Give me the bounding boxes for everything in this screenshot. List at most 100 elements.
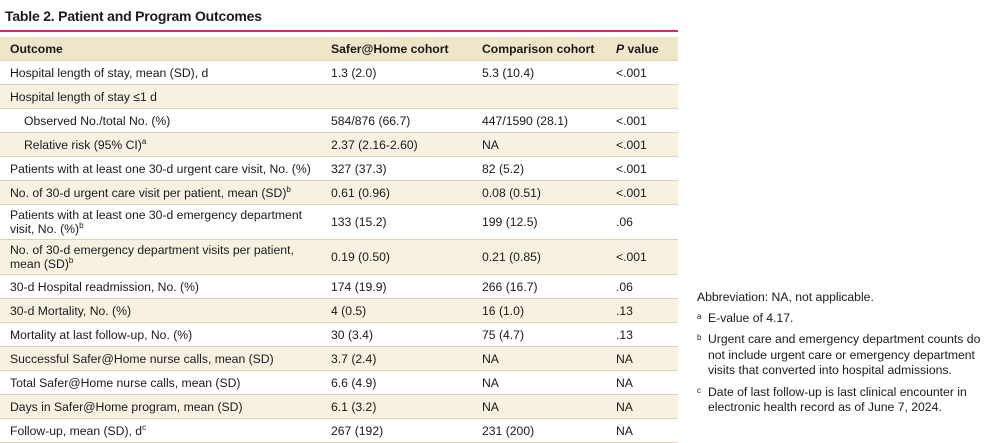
comparison-cell: 0.08 (0.51) [477, 180, 616, 205]
comparison-cell: NA [477, 132, 616, 157]
footnote-text: E-value of 4.17. [708, 310, 794, 325]
outcome-cell-text: Patients with at least one 30-d emergenc… [10, 208, 302, 236]
outcomes-table: Outcome Safer@Home cohort Comparison coh… [0, 37, 678, 443]
p-value-cell: NA [616, 370, 678, 395]
p-value-cell: <.001 [616, 132, 678, 157]
comparison-cell: NA [477, 346, 616, 371]
p-value-cell-text: <.001 [616, 250, 647, 264]
outcome-cell-text: Patients with at least one 30-d urgent c… [10, 161, 311, 176]
outcome-cell: Hospital length of stay ≤1 d [0, 84, 326, 109]
comparison-cell-text: 447/1590 (28.1) [482, 113, 569, 128]
outcome-cell: Mortality at last follow-up, No. (%) [0, 322, 326, 347]
footnote-marker: c [142, 422, 147, 432]
header-comparison: Comparison cohort [477, 37, 616, 61]
safer-cell: 267 (192) [326, 418, 477, 443]
comparison-cell-text: 231 (200) [482, 423, 535, 438]
safer-cell-text: 6.1 (3.2) [331, 399, 377, 414]
table-row: Days in Safer@Home program, mean (SD) 6.1… [0, 394, 678, 419]
safer-cell-text: 267 (192) [331, 423, 384, 438]
footnote-mark: c [697, 385, 701, 395]
outcome-cell: No. of 30-d urgent care visit per patien… [0, 180, 326, 205]
safer-cell: 0.19 (0.50) [326, 239, 477, 275]
table-title: Table 2. Patient and Program Outcomes [5, 8, 262, 24]
comparison-cell-text: 16 (1.0) [482, 303, 525, 318]
safer-cell: 3.7 (2.4) [326, 346, 477, 371]
comparison-cell: NA [477, 370, 616, 395]
header-safer: Safer@Home cohort [326, 37, 477, 61]
p-value-cell: <.001 [616, 108, 678, 133]
p-value-cell-text: NA [616, 399, 633, 414]
p-value-cell: <.001 [616, 180, 678, 205]
outcome-cell-text: Hospital length of stay ≤1 d [10, 89, 157, 104]
outcome-cell: Patients with at least one 30-d emergenc… [0, 204, 326, 240]
outcome-cell: Relative risk (95% CI)a [0, 132, 326, 157]
safer-cell: 133 (15.2) [326, 204, 477, 240]
comparison-cell-text: 266 (16.7) [482, 279, 538, 294]
footnote-mark: b [697, 333, 702, 342]
table-row: Hospital length of stay ≤1 d [0, 84, 678, 109]
footnote-text: Urgent care and emergency department cou… [708, 332, 981, 377]
table-row: Observed No./total No. (%) 584/876 (66.7)… [0, 108, 678, 133]
p-value-cell-text: <.001 [616, 161, 647, 176]
outcome-cell-text: 30-d Mortality, No. (%) [10, 303, 131, 318]
comparison-cell: 199 (12.5) [477, 204, 616, 240]
comparison-cell: 0.21 (0.85) [477, 239, 616, 275]
outcome-cell-text: Mortality at last follow-up, No. (%) [10, 327, 193, 342]
p-value-cell-text: NA [616, 351, 633, 366]
comparison-cell [477, 84, 616, 109]
outcome-cell: Observed No./total No. (%) [0, 108, 326, 133]
table-row: Follow-up, mean (SD), dc 267 (192) 231 (20… [0, 418, 678, 443]
table-row: 30-d Mortality, No. (%) 4 (0.5) 16 (1.0) .1… [0, 298, 678, 323]
p-value-cell: .13 [616, 298, 678, 323]
p-value-cell: <.001 [616, 60, 678, 85]
outcome-cell-text: Relative risk (95% CI) [24, 137, 142, 152]
p-value-cell: <.001 [616, 239, 678, 275]
safer-cell-text: 584/876 (66.7) [331, 113, 411, 128]
outcome-cell: Hospital length of stay, mean (SD), d [0, 60, 326, 85]
p-value-cell-text: .06 [616, 215, 633, 229]
outcome-cell: Days in Safer@Home program, mean (SD) [0, 394, 326, 419]
comparison-cell: 75 (4.7) [477, 322, 616, 347]
table-row: 30-d Hospital readmission, No. (%) 174 (1… [0, 274, 678, 299]
safer-cell-text: 2.37 (2.16-2.60) [331, 137, 418, 152]
safer-cell: 4 (0.5) [326, 298, 477, 323]
comparison-cell-text: 0.08 (0.51) [482, 185, 541, 200]
table-row: No. of 30-d emergency department visits … [0, 239, 678, 275]
comparison-cell-text: NA [482, 399, 499, 414]
safer-cell-text: 0.61 (0.96) [331, 185, 390, 200]
safer-cell [326, 84, 477, 109]
comparison-cell-text: NA [482, 351, 499, 366]
comparison-cell-text: 82 (5.2) [482, 161, 525, 176]
footnote-abbreviation: Abbreviation: NA, not applicable. [697, 290, 874, 304]
footnote-marker: a [141, 136, 147, 146]
header-p-value: P value [616, 37, 678, 61]
safer-cell: 0.61 (0.96) [326, 180, 477, 205]
table-row: Successful Safer@Home nurse calls, mean … [0, 346, 678, 371]
outcome-cell: Successful Safer@Home nurse calls, mean … [0, 346, 326, 371]
safer-cell-text: 174 (19.9) [331, 279, 387, 294]
p-value-cell: NA [616, 346, 678, 371]
safer-cell: 30 (3.4) [326, 322, 477, 347]
header-row: Outcome Safer@Home cohort Comparison coh… [0, 37, 678, 61]
table-row: Relative risk (95% CI)a 2.37 (2.16-2.60) N… [0, 132, 678, 157]
table-row: Total Safer@Home nurse calls, mean (SD) 6… [0, 370, 678, 395]
safer-cell-text: 0.19 (0.50) [331, 250, 390, 264]
footnote-text: Date of last follow-up is last clinical … [708, 384, 967, 415]
p-value-cell-text: <.001 [616, 113, 647, 128]
outcome-cell-text: Hospital length of stay, mean (SD), d [10, 65, 209, 80]
p-value-cell: NA [616, 418, 678, 443]
comparison-cell: NA [477, 394, 616, 419]
comparison-cell-text: NA [482, 375, 499, 390]
header-p-letter: P [616, 41, 625, 56]
title-rule [0, 30, 678, 32]
comparison-cell: 447/1590 (28.1) [477, 108, 616, 133]
footnote-marker: b [79, 220, 84, 230]
outcome-cell-text: Days in Safer@Home program, mean (SD) [10, 399, 243, 414]
safer-cell: 174 (19.9) [326, 274, 477, 299]
safer-cell-text: 327 (37.3) [331, 161, 387, 176]
safer-cell-text: 3.7 (2.4) [331, 351, 377, 366]
outcome-cell-text: Successful Safer@Home nurse calls, mean … [10, 351, 274, 366]
p-value-cell [616, 84, 678, 109]
p-value-cell: .13 [616, 322, 678, 347]
p-value-cell-text: <.001 [616, 137, 647, 152]
